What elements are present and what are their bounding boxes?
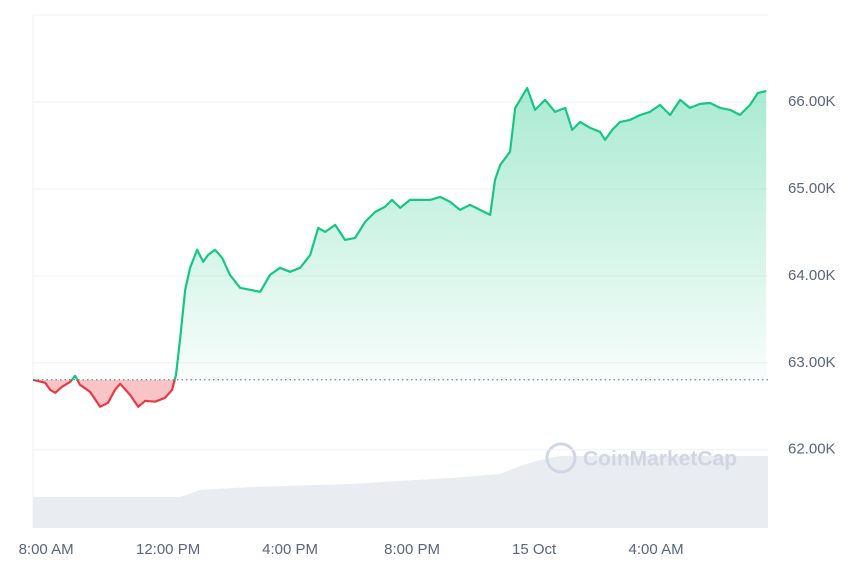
x-tick-label: 4:00 PM bbox=[262, 541, 318, 558]
y-tick-label: 66.00K bbox=[788, 93, 836, 110]
x-tick-label: 12:00 PM bbox=[136, 541, 200, 558]
watermark-logo bbox=[545, 442, 577, 474]
y-tick-label: 62.00K bbox=[788, 441, 836, 458]
area bbox=[33, 88, 767, 407]
y-tick-label: 63.00K bbox=[788, 354, 836, 371]
watermark-group: CoinMarketCap bbox=[545, 442, 737, 474]
y-tick-label: 64.00K bbox=[788, 267, 836, 284]
x-tick-label: 4:00 AM bbox=[629, 541, 684, 558]
volume-area bbox=[33, 456, 768, 528]
watermark: CoinMarketCap bbox=[583, 448, 737, 471]
x-tick-label: 8:00 PM bbox=[384, 541, 440, 558]
price-line bbox=[32, 86, 767, 408]
y-tick-label: 65.00K bbox=[788, 180, 836, 197]
x-tick-label: 15 Oct bbox=[512, 541, 557, 558]
x-tick-label: 8:00 AM bbox=[19, 541, 74, 558]
